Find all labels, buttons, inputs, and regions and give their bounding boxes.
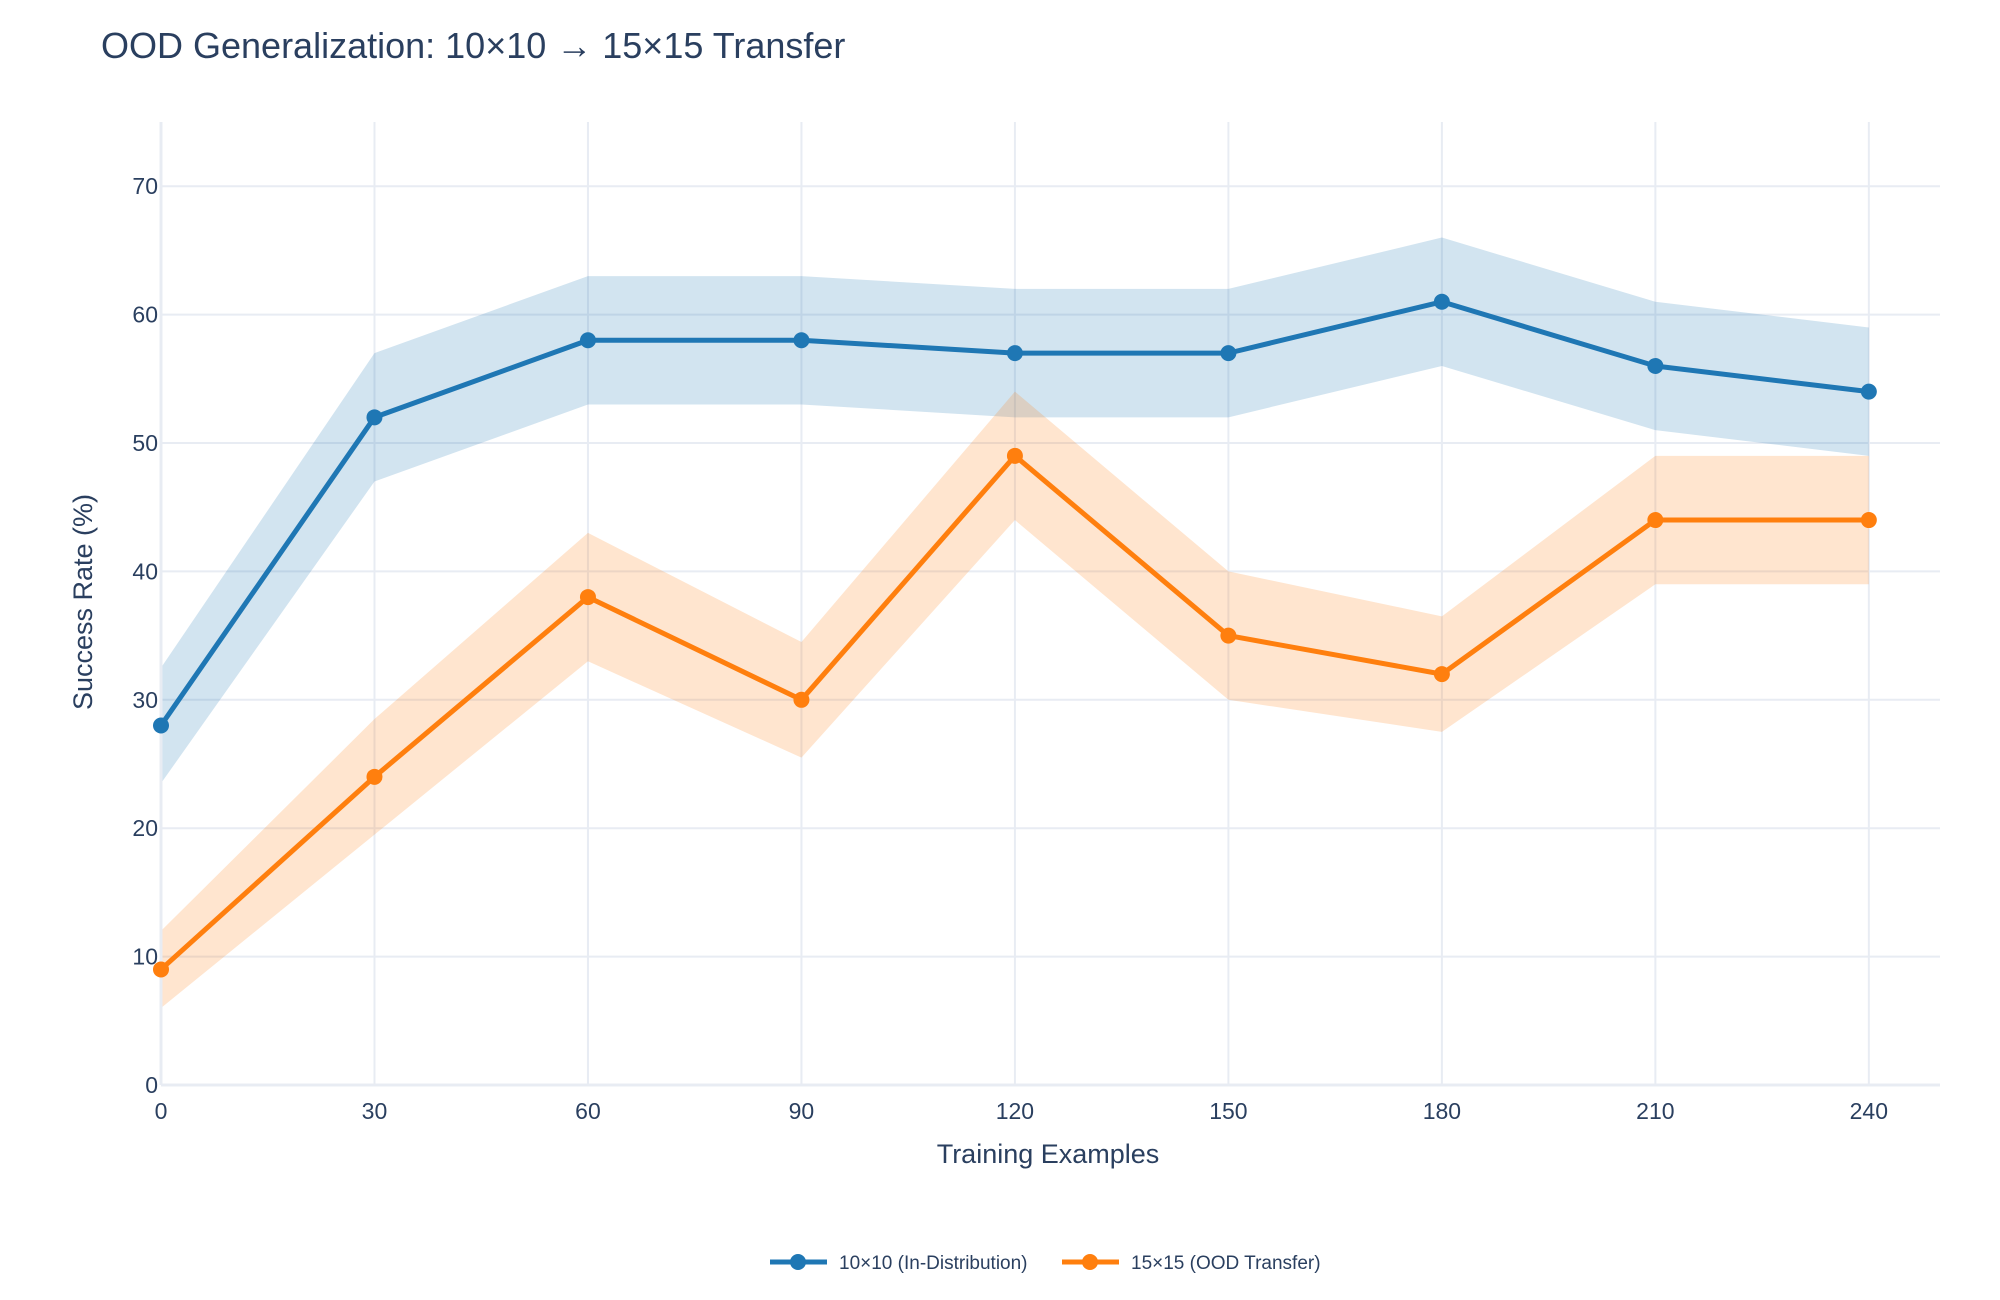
- y-tick-label: 60: [132, 302, 158, 328]
- data-point-series-1[interactable]: [366, 768, 383, 785]
- data-point-series-1[interactable]: [1647, 512, 1664, 529]
- data-point-series-0[interactable]: [793, 332, 810, 349]
- data-point-series-0[interactable]: [1647, 357, 1664, 374]
- legend-marker-swatch: [1082, 1254, 1098, 1270]
- data-point-series-1[interactable]: [1006, 447, 1023, 464]
- data-point-series-0[interactable]: [1220, 345, 1237, 362]
- chart-title: OOD Generalization: 10×10 → 15×15 Transf…: [101, 25, 845, 66]
- confidence-bands: [161, 237, 1869, 1008]
- confidence-band-series-1: [161, 391, 1869, 1008]
- x-axis-title: Training Examples: [937, 1139, 1160, 1169]
- legend-item-series-0[interactable]: 10×10 (In-Distribution): [770, 1253, 1028, 1274]
- x-tick-label: 60: [575, 1098, 601, 1124]
- data-point-series-0[interactable]: [1433, 293, 1450, 310]
- y-tick-label: 20: [132, 815, 158, 841]
- x-tick-label: 30: [362, 1098, 388, 1124]
- x-tick-label: 90: [789, 1098, 815, 1124]
- data-point-series-1[interactable]: [793, 691, 810, 708]
- y-axis-title: Success Rate (%): [68, 494, 98, 710]
- series-lines: [153, 293, 1877, 978]
- data-point-series-1[interactable]: [1860, 512, 1877, 529]
- y-tick-label: 50: [132, 430, 158, 456]
- data-point-series-0[interactable]: [366, 409, 383, 426]
- y-tick-label: 0: [145, 1072, 158, 1098]
- legend-marker-swatch: [790, 1254, 806, 1270]
- x-tick-label: 210: [1636, 1098, 1674, 1124]
- data-point-series-1[interactable]: [1220, 627, 1237, 644]
- grid-lines: [161, 122, 1940, 1085]
- data-point-series-0[interactable]: [153, 717, 169, 734]
- data-point-series-0[interactable]: [579, 332, 596, 349]
- x-tick-label: 150: [1209, 1098, 1247, 1124]
- data-point-series-0[interactable]: [1860, 383, 1877, 400]
- axes: [159, 122, 1940, 1087]
- data-point-series-1[interactable]: [579, 589, 596, 606]
- legend-label: 15×15 (OOD Transfer): [1131, 1253, 1321, 1274]
- x-tick-label: 0: [155, 1098, 168, 1124]
- data-point-series-1[interactable]: [153, 961, 169, 978]
- y-tick-label: 70: [132, 173, 158, 199]
- x-tick-label: 120: [996, 1098, 1034, 1124]
- legend[interactable]: 10×10 (In-Distribution) 15×15 (OOD Transf…: [770, 1253, 1321, 1274]
- x-tick-label: 180: [1423, 1098, 1461, 1124]
- y-tick-label: 40: [132, 558, 158, 584]
- x-tick-label: 240: [1850, 1098, 1888, 1124]
- y-tick-label: 30: [132, 687, 158, 713]
- data-point-series-0[interactable]: [1006, 345, 1023, 362]
- y-tick-label: 10: [132, 944, 158, 970]
- tick-labels: 0 30 60 90 120 150 180 210 240 0 10 20 30 40 50 60 70: [132, 173, 1888, 1124]
- confidence-band-series-0: [161, 237, 1869, 784]
- legend-item-series-1[interactable]: 15×15 (OOD Transfer): [1062, 1253, 1321, 1274]
- data-point-series-1[interactable]: [1433, 666, 1450, 683]
- legend-label: 10×10 (In-Distribution): [839, 1253, 1028, 1274]
